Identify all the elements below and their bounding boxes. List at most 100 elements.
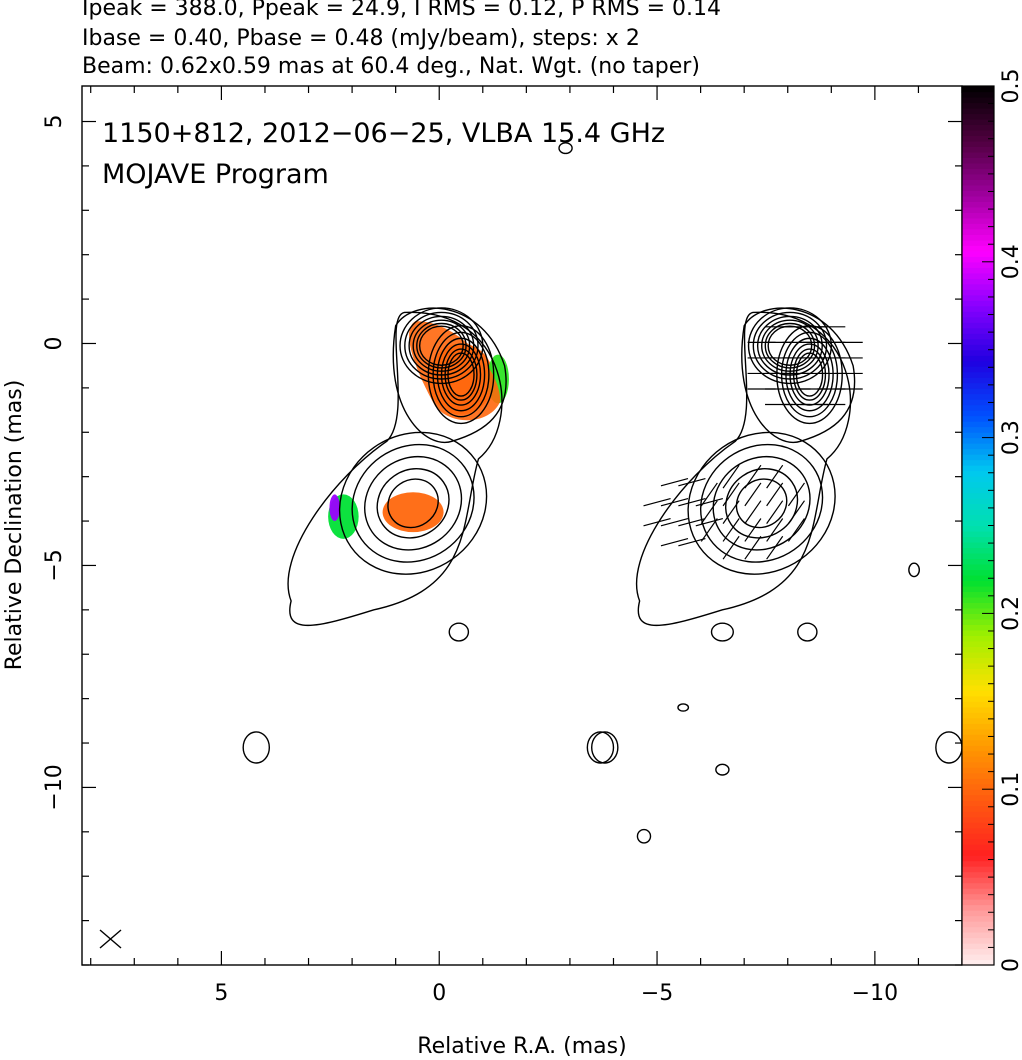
colorbar-band	[962, 322, 994, 329]
colorbar-band	[962, 300, 994, 307]
colorbar-band	[962, 146, 994, 153]
colorbar-band	[962, 690, 994, 697]
polarization-vector	[744, 500, 762, 524]
contour-line	[636, 828, 652, 844]
polarization-vector	[700, 482, 718, 507]
polarization-vector	[695, 497, 724, 507]
polarization-vector	[660, 537, 689, 547]
colorbar-band	[962, 580, 994, 587]
colorbar-tick-label: 0	[999, 958, 1022, 972]
colorbar-band	[962, 349, 994, 356]
colorbar-band	[962, 179, 994, 186]
contour-line	[432, 331, 490, 418]
colorbar-band	[962, 855, 994, 862]
colorbar-band	[962, 899, 994, 906]
polarization-vector	[722, 482, 740, 507]
polarization-vector	[700, 500, 718, 524]
colorbar-band	[962, 140, 994, 148]
colorbar-band	[962, 173, 994, 180]
contour-line	[687, 431, 836, 575]
colorbar-band	[962, 393, 994, 400]
colorbar-band	[962, 635, 994, 642]
polarization-vector	[722, 464, 740, 489]
colorbar-band	[962, 943, 994, 950]
colorbar-band	[962, 272, 994, 279]
colorbar-band	[962, 811, 994, 818]
polarization-vector	[722, 535, 740, 560]
contour-line	[387, 478, 439, 529]
colorbar-band	[962, 536, 994, 543]
y-tick-label: −5	[42, 549, 67, 581]
colorbar-band	[962, 426, 994, 433]
colorbar-band	[962, 86, 994, 93]
header-line-2: Ibase = 0.40, Pbase = 0.48 (mJy/beam), s…	[82, 26, 640, 51]
colorbar-band	[962, 910, 994, 917]
y-tick-label: −10	[42, 764, 67, 810]
colorbar-band	[962, 404, 994, 411]
colorbar-tick-label: 0.4	[999, 244, 1022, 279]
contour-line	[908, 562, 921, 578]
colorbar-band	[962, 377, 994, 384]
colorbar-band	[962, 415, 994, 422]
colorbar-band	[962, 432, 994, 439]
colorbar-band	[962, 745, 994, 752]
colorbar-band	[962, 888, 994, 895]
colorbar-band	[962, 333, 994, 340]
colorbar-band	[962, 679, 994, 686]
colorbar-band	[962, 157, 994, 164]
colorbar-band	[962, 838, 994, 845]
colorbar-band	[962, 646, 994, 653]
colorbar-band	[962, 618, 994, 625]
colorbar-band	[962, 525, 994, 532]
colorbar-band	[962, 954, 994, 961]
colorbar-band	[962, 827, 994, 834]
contour-line	[715, 763, 730, 776]
polarization-vector	[678, 478, 706, 487]
colorbar-band	[962, 602, 994, 609]
colorbar-band	[962, 421, 994, 428]
contour-line	[376, 468, 450, 539]
colorbar-band	[962, 541, 994, 549]
contour-line	[752, 311, 828, 380]
contour-line	[767, 325, 813, 366]
colorbar-band	[962, 657, 994, 664]
contour-line	[725, 468, 799, 539]
annotation-source-line: 1150+812, 2012−06−25, VLBA 15.4 GHz	[102, 118, 665, 149]
colorbar-band	[962, 509, 994, 516]
colorbar-band	[962, 833, 994, 840]
contour-line	[797, 622, 818, 642]
polarization-vector	[660, 478, 689, 487]
x-tick-label: 5	[214, 981, 228, 1006]
colorbar-band	[962, 772, 994, 779]
colorbar-band	[962, 805, 994, 812]
colorbar-band	[962, 371, 994, 378]
colorbar-band	[962, 195, 994, 202]
colorbar-band	[962, 739, 994, 746]
colorbar-band	[962, 470, 994, 477]
plot-frame	[81, 85, 963, 966]
colorbar-band	[962, 212, 994, 219]
y-tick-label: 0	[42, 336, 67, 350]
colorbar-band	[962, 514, 994, 521]
colorbar-band	[962, 151, 994, 159]
colorbar-band	[962, 459, 994, 466]
colorbar-band	[962, 761, 994, 768]
polarization-vector	[678, 517, 706, 527]
colorbar-band	[962, 712, 994, 719]
polarization-vector	[700, 518, 718, 542]
polarization-vector	[678, 497, 706, 507]
contour-line	[710, 622, 734, 642]
colorbar-band	[962, 574, 994, 582]
contour-line	[935, 731, 963, 764]
colorbar-band	[962, 217, 994, 224]
colorbar-band	[962, 877, 994, 884]
colorbar-band	[962, 91, 994, 98]
colorbar-band	[962, 355, 994, 362]
colorbar-band	[962, 756, 994, 763]
colorbar-band	[962, 904, 994, 911]
colorbar-band	[962, 487, 994, 494]
beam-marker	[99, 929, 122, 949]
colorbar-band	[962, 728, 994, 735]
polarization-vector	[766, 500, 784, 524]
contour-line	[287, 311, 503, 627]
